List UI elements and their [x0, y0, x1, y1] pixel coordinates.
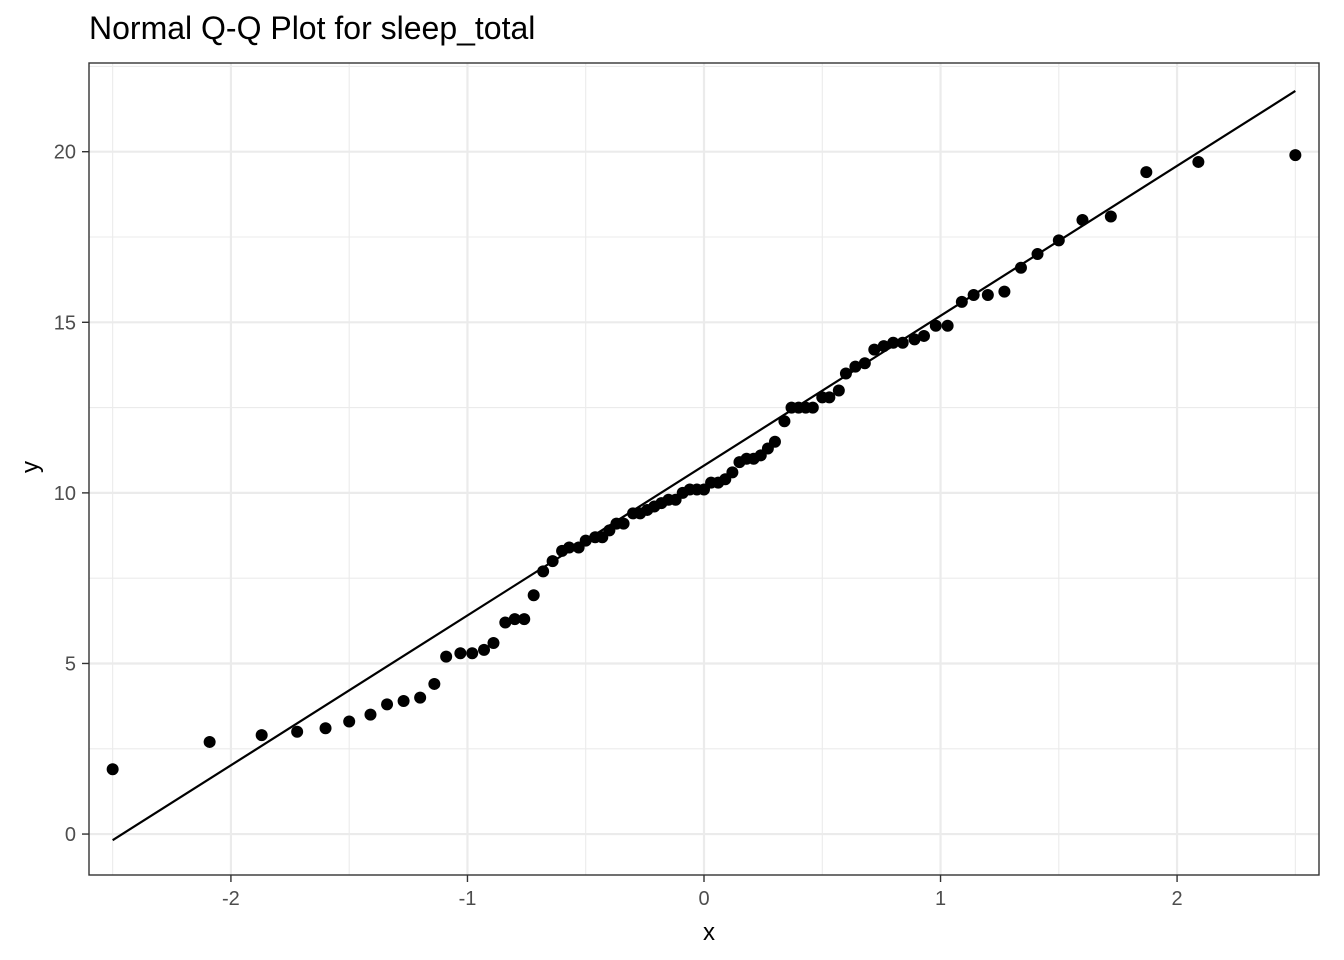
- x-tick-label: 1: [935, 888, 946, 910]
- data-point: [106, 763, 119, 776]
- data-point: [941, 319, 954, 332]
- data-point: [868, 343, 881, 356]
- data-point: [1289, 149, 1302, 162]
- data-point: [478, 643, 491, 656]
- data-point: [877, 340, 890, 353]
- data-point: [499, 616, 512, 629]
- data-point: [981, 289, 994, 301]
- data-point: [896, 336, 909, 349]
- y-tick-label: 0: [65, 824, 76, 846]
- x-tick-label: 0: [698, 888, 709, 910]
- data-point: [291, 725, 304, 738]
- y-tick-label: 20: [54, 142, 76, 164]
- data-point: [929, 319, 942, 332]
- data-point: [527, 589, 540, 602]
- data-point: [203, 735, 216, 748]
- data-point: [466, 647, 479, 660]
- y-axis: 0 5 10 15 20: [54, 142, 89, 846]
- data-point: [487, 637, 500, 649]
- data-point: [778, 415, 791, 428]
- data-point: [726, 466, 739, 479]
- y-tick-label: 10: [54, 483, 76, 505]
- data-point: [1192, 155, 1205, 168]
- data-point: [908, 333, 921, 346]
- data-point: [414, 691, 427, 704]
- chart-title: Normal Q-Q Plot for sleep_total: [89, 10, 536, 46]
- data-point: [546, 555, 559, 568]
- data-point: [428, 677, 441, 690]
- data-point: [1140, 166, 1153, 179]
- y-tick-label: 5: [65, 653, 76, 675]
- data-point: [343, 715, 356, 728]
- data-point: [617, 517, 630, 530]
- data-point: [823, 391, 836, 404]
- data-point: [255, 729, 268, 742]
- data-point: [955, 295, 968, 308]
- data-point: [397, 695, 410, 707]
- data-point: [917, 329, 930, 342]
- x-tick-label: -1: [459, 888, 477, 910]
- x-axis: -2 -1 0 1 2: [222, 875, 1183, 910]
- data-point: [563, 541, 576, 554]
- reference-line: [112, 90, 1296, 842]
- data-point: [319, 722, 332, 735]
- data-point: [440, 650, 453, 663]
- x-tick-label: -2: [222, 888, 240, 910]
- data-point: [381, 698, 394, 711]
- data-point: [967, 289, 980, 301]
- y-tick-label: 15: [54, 312, 76, 334]
- data-point: [537, 565, 550, 578]
- data-point: [1076, 213, 1089, 226]
- y-axis-title: y: [17, 461, 44, 473]
- data-point: [364, 708, 377, 721]
- data-point: [1014, 261, 1027, 274]
- x-tick-label: 2: [1172, 888, 1183, 910]
- data-point: [832, 384, 845, 397]
- data-point: [849, 360, 862, 373]
- data-point: [1104, 210, 1117, 223]
- data-point: [806, 401, 819, 414]
- data-point: [454, 647, 467, 660]
- data-point: [998, 285, 1011, 298]
- data-point: [1031, 248, 1044, 261]
- data-points: [106, 149, 1302, 776]
- data-point: [768, 435, 781, 448]
- data-point: [1052, 234, 1065, 247]
- data-point: [887, 336, 900, 349]
- data-point: [839, 367, 852, 380]
- data-point: [508, 613, 521, 626]
- data-point: [579, 534, 592, 547]
- data-point: [518, 613, 531, 626]
- x-axis-title: x: [703, 919, 715, 946]
- data-point: [858, 357, 871, 370]
